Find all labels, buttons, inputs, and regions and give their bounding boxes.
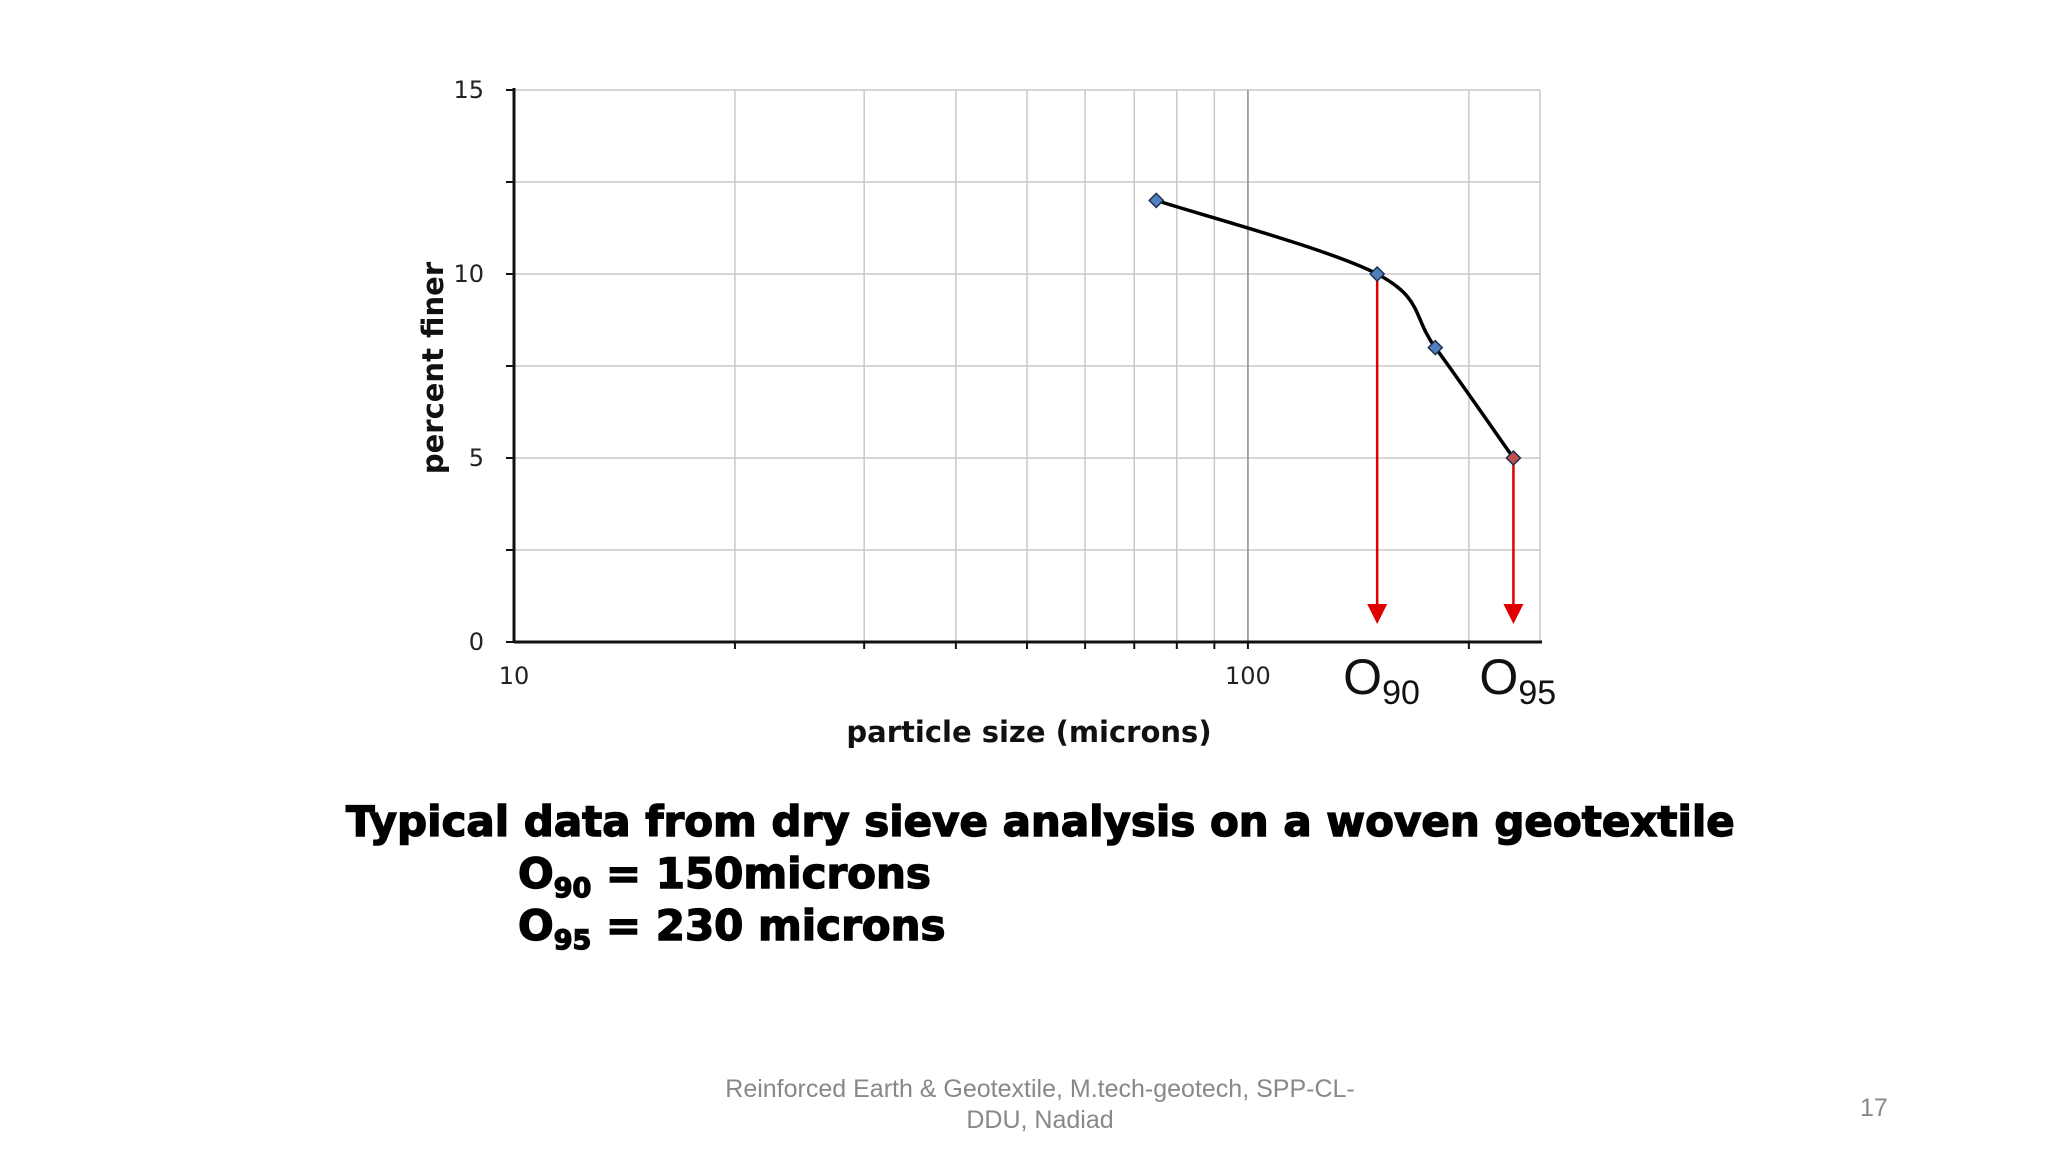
x-tick-label: 100 — [1225, 662, 1271, 690]
chart-grid — [514, 89, 1541, 643]
caption-o90: O90 = 150microns — [346, 848, 1735, 902]
page-number: 17 — [1860, 1094, 1888, 1122]
caption-o95: O95 = 230 microns — [346, 900, 1735, 954]
x-tick-label: 10 — [499, 662, 530, 690]
x-axis-title: particle size (microns) — [846, 715, 1211, 749]
data-point-marker — [1505, 449, 1522, 467]
chart-axes — [506, 88, 1542, 649]
y-tick-label: 0 — [469, 628, 484, 656]
o95-subscript: 95 — [553, 925, 592, 956]
footer-line-1: Reinforced Earth & Geotextile, M.tech-ge… — [725, 1075, 1355, 1103]
annotation-labels: O90 O95 — [1343, 649, 1556, 712]
y-tick-label: 10 — [453, 260, 484, 288]
slide-footer: Reinforced Earth & Geotextile, M.tech-ge… — [650, 1074, 1430, 1136]
data-point-marker — [1427, 339, 1444, 356]
annotation-label: O95 — [1479, 649, 1556, 712]
annotation-label: O90 — [1343, 649, 1420, 712]
y-tick-label: 5 — [469, 444, 484, 472]
annotation-arrows — [1367, 274, 1524, 624]
y-tick-label: 15 — [453, 76, 484, 104]
o95-letter: O — [517, 900, 554, 950]
data-series — [1148, 192, 1522, 467]
y-axis-title: percent finer — [416, 261, 450, 474]
annotation-subscript: 95 — [1518, 674, 1556, 712]
caption-title: Typical data from dry sieve analysis on … — [345, 796, 1735, 846]
tick-labels: 0 5 10 15 10 100 — [453, 76, 1270, 690]
footer-line-2: DDU, Nadiad — [966, 1106, 1114, 1134]
data-point-marker — [1148, 192, 1165, 209]
annotation-arrow-head — [1503, 604, 1524, 624]
caption-block: Typical data from dry sieve analysis on … — [345, 796, 1735, 954]
annotation-arrow-head — [1367, 604, 1388, 624]
o90-subscript: 90 — [553, 873, 592, 904]
annotation-letter: O — [1479, 649, 1518, 705]
o95-value: = 230 microns — [591, 900, 946, 950]
o90-letter: O — [517, 848, 554, 898]
o90-value: = 150microns — [591, 848, 931, 898]
series-line — [1155, 198, 1515, 460]
data-point-marker — [1369, 265, 1386, 283]
annotation-subscript: 90 — [1382, 674, 1420, 712]
annotation-letter: O — [1343, 649, 1382, 705]
